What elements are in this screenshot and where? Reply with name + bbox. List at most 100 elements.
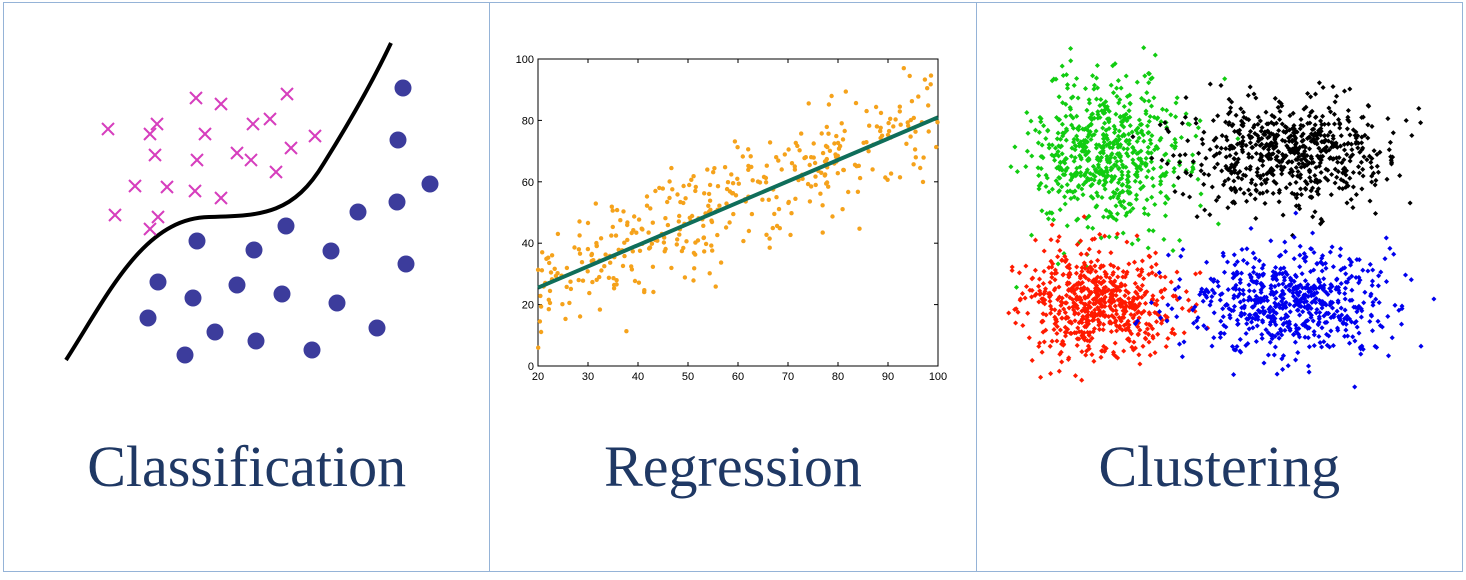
cluster-point [1353, 139, 1359, 145]
classification-label: Classification [87, 434, 407, 499]
cluster-point [1185, 297, 1191, 303]
cluster-point [1112, 284, 1119, 290]
cluster-point [1118, 85, 1124, 91]
cluster-point [1140, 276, 1146, 282]
cluster-point [1316, 80, 1322, 86]
cluster-point [1186, 194, 1192, 200]
data-point [603, 252, 609, 257]
cross-class-points [101, 87, 322, 236]
data-point [546, 307, 552, 312]
decision-boundary-curve [64, 42, 393, 362]
cluster-point [1139, 258, 1145, 264]
cluster-point [1022, 164, 1029, 170]
cluster-point [1058, 349, 1064, 355]
cluster-point [1258, 181, 1264, 187]
cluster-point [1134, 138, 1140, 144]
cluster-point [1138, 294, 1145, 300]
cluster-point [1252, 255, 1258, 261]
data-point [829, 93, 835, 99]
cluster-point [1260, 145, 1267, 151]
cluster-point [1245, 187, 1251, 193]
cluster-point [1108, 329, 1114, 335]
dot-marker [388, 193, 406, 211]
cluster-point [1176, 237, 1182, 243]
cluster-point [1135, 332, 1141, 338]
cluster-point [1278, 171, 1284, 177]
data-point [614, 278, 620, 283]
cluster-point [1091, 277, 1097, 283]
cluster-point [1067, 58, 1073, 64]
cluster-point [1376, 300, 1382, 306]
cluster-point [1060, 342, 1066, 348]
cluster-point [1327, 249, 1333, 255]
data-point [709, 243, 714, 248]
data-point [856, 163, 862, 168]
cluster-point [1106, 125, 1112, 132]
cluster-point [1182, 114, 1188, 120]
cluster-point [1101, 120, 1107, 126]
cluster-point [1254, 166, 1260, 172]
cluster-point [1042, 136, 1049, 142]
cluster-point [1199, 141, 1206, 147]
cluster-point [1110, 269, 1116, 276]
cluster-point [1046, 145, 1052, 151]
regression-label: Regression [604, 434, 862, 499]
cluster-point [1207, 81, 1213, 87]
data-point [846, 189, 851, 195]
data-point [726, 180, 731, 185]
cluster-point [1104, 169, 1110, 175]
data-point [540, 268, 545, 273]
cluster-point [1243, 198, 1249, 204]
cluster-point [1349, 334, 1355, 340]
data-point [774, 195, 780, 200]
cluster-point [1053, 178, 1059, 184]
cluster-point [1230, 295, 1237, 301]
data-point [576, 277, 582, 283]
cluster-point [1047, 279, 1053, 285]
cluster-point [1290, 110, 1296, 116]
cluster-point [1113, 111, 1119, 117]
cross-marker [151, 210, 165, 224]
cluster-point [1267, 313, 1273, 320]
cluster-point [1270, 190, 1276, 196]
cluster-point [1240, 134, 1246, 140]
cluster-point [1251, 288, 1257, 294]
cluster-point [1333, 174, 1339, 180]
cluster-point [1328, 171, 1334, 178]
data-point [719, 260, 724, 265]
cluster-point [1302, 278, 1308, 284]
cluster-point [1383, 279, 1389, 285]
cluster-point [1359, 267, 1366, 273]
data-point [684, 239, 690, 244]
cluster-point [1154, 115, 1161, 121]
cluster-point [1287, 170, 1293, 176]
cluster-point [1390, 130, 1396, 136]
cluster-point [1134, 324, 1140, 330]
cluster-point [1023, 110, 1030, 116]
cluster-point [1085, 302, 1091, 308]
data-point [549, 270, 554, 275]
cluster-point [1357, 351, 1364, 357]
cluster-point [1146, 339, 1152, 345]
cluster-point [1072, 373, 1078, 379]
cluster-point [1253, 338, 1259, 345]
cluster-point [1278, 316, 1284, 322]
data-point [717, 203, 722, 208]
cluster-point [1059, 151, 1065, 157]
cluster-point [1174, 269, 1180, 275]
data-point [897, 109, 903, 114]
cluster-point [1110, 90, 1116, 96]
data-point [638, 248, 643, 253]
cluster-point [1343, 180, 1349, 186]
cluster-point [1094, 312, 1100, 318]
data-point [615, 207, 620, 213]
cluster-point [1302, 334, 1308, 340]
cluster-point [1120, 230, 1126, 236]
cluster-point [1138, 266, 1144, 273]
cluster-point [1217, 334, 1223, 340]
cluster-point [1119, 119, 1125, 125]
cluster-point [1221, 76, 1227, 82]
cluster-point [1112, 126, 1118, 132]
data-point [910, 99, 915, 104]
cluster-point [1187, 172, 1193, 178]
